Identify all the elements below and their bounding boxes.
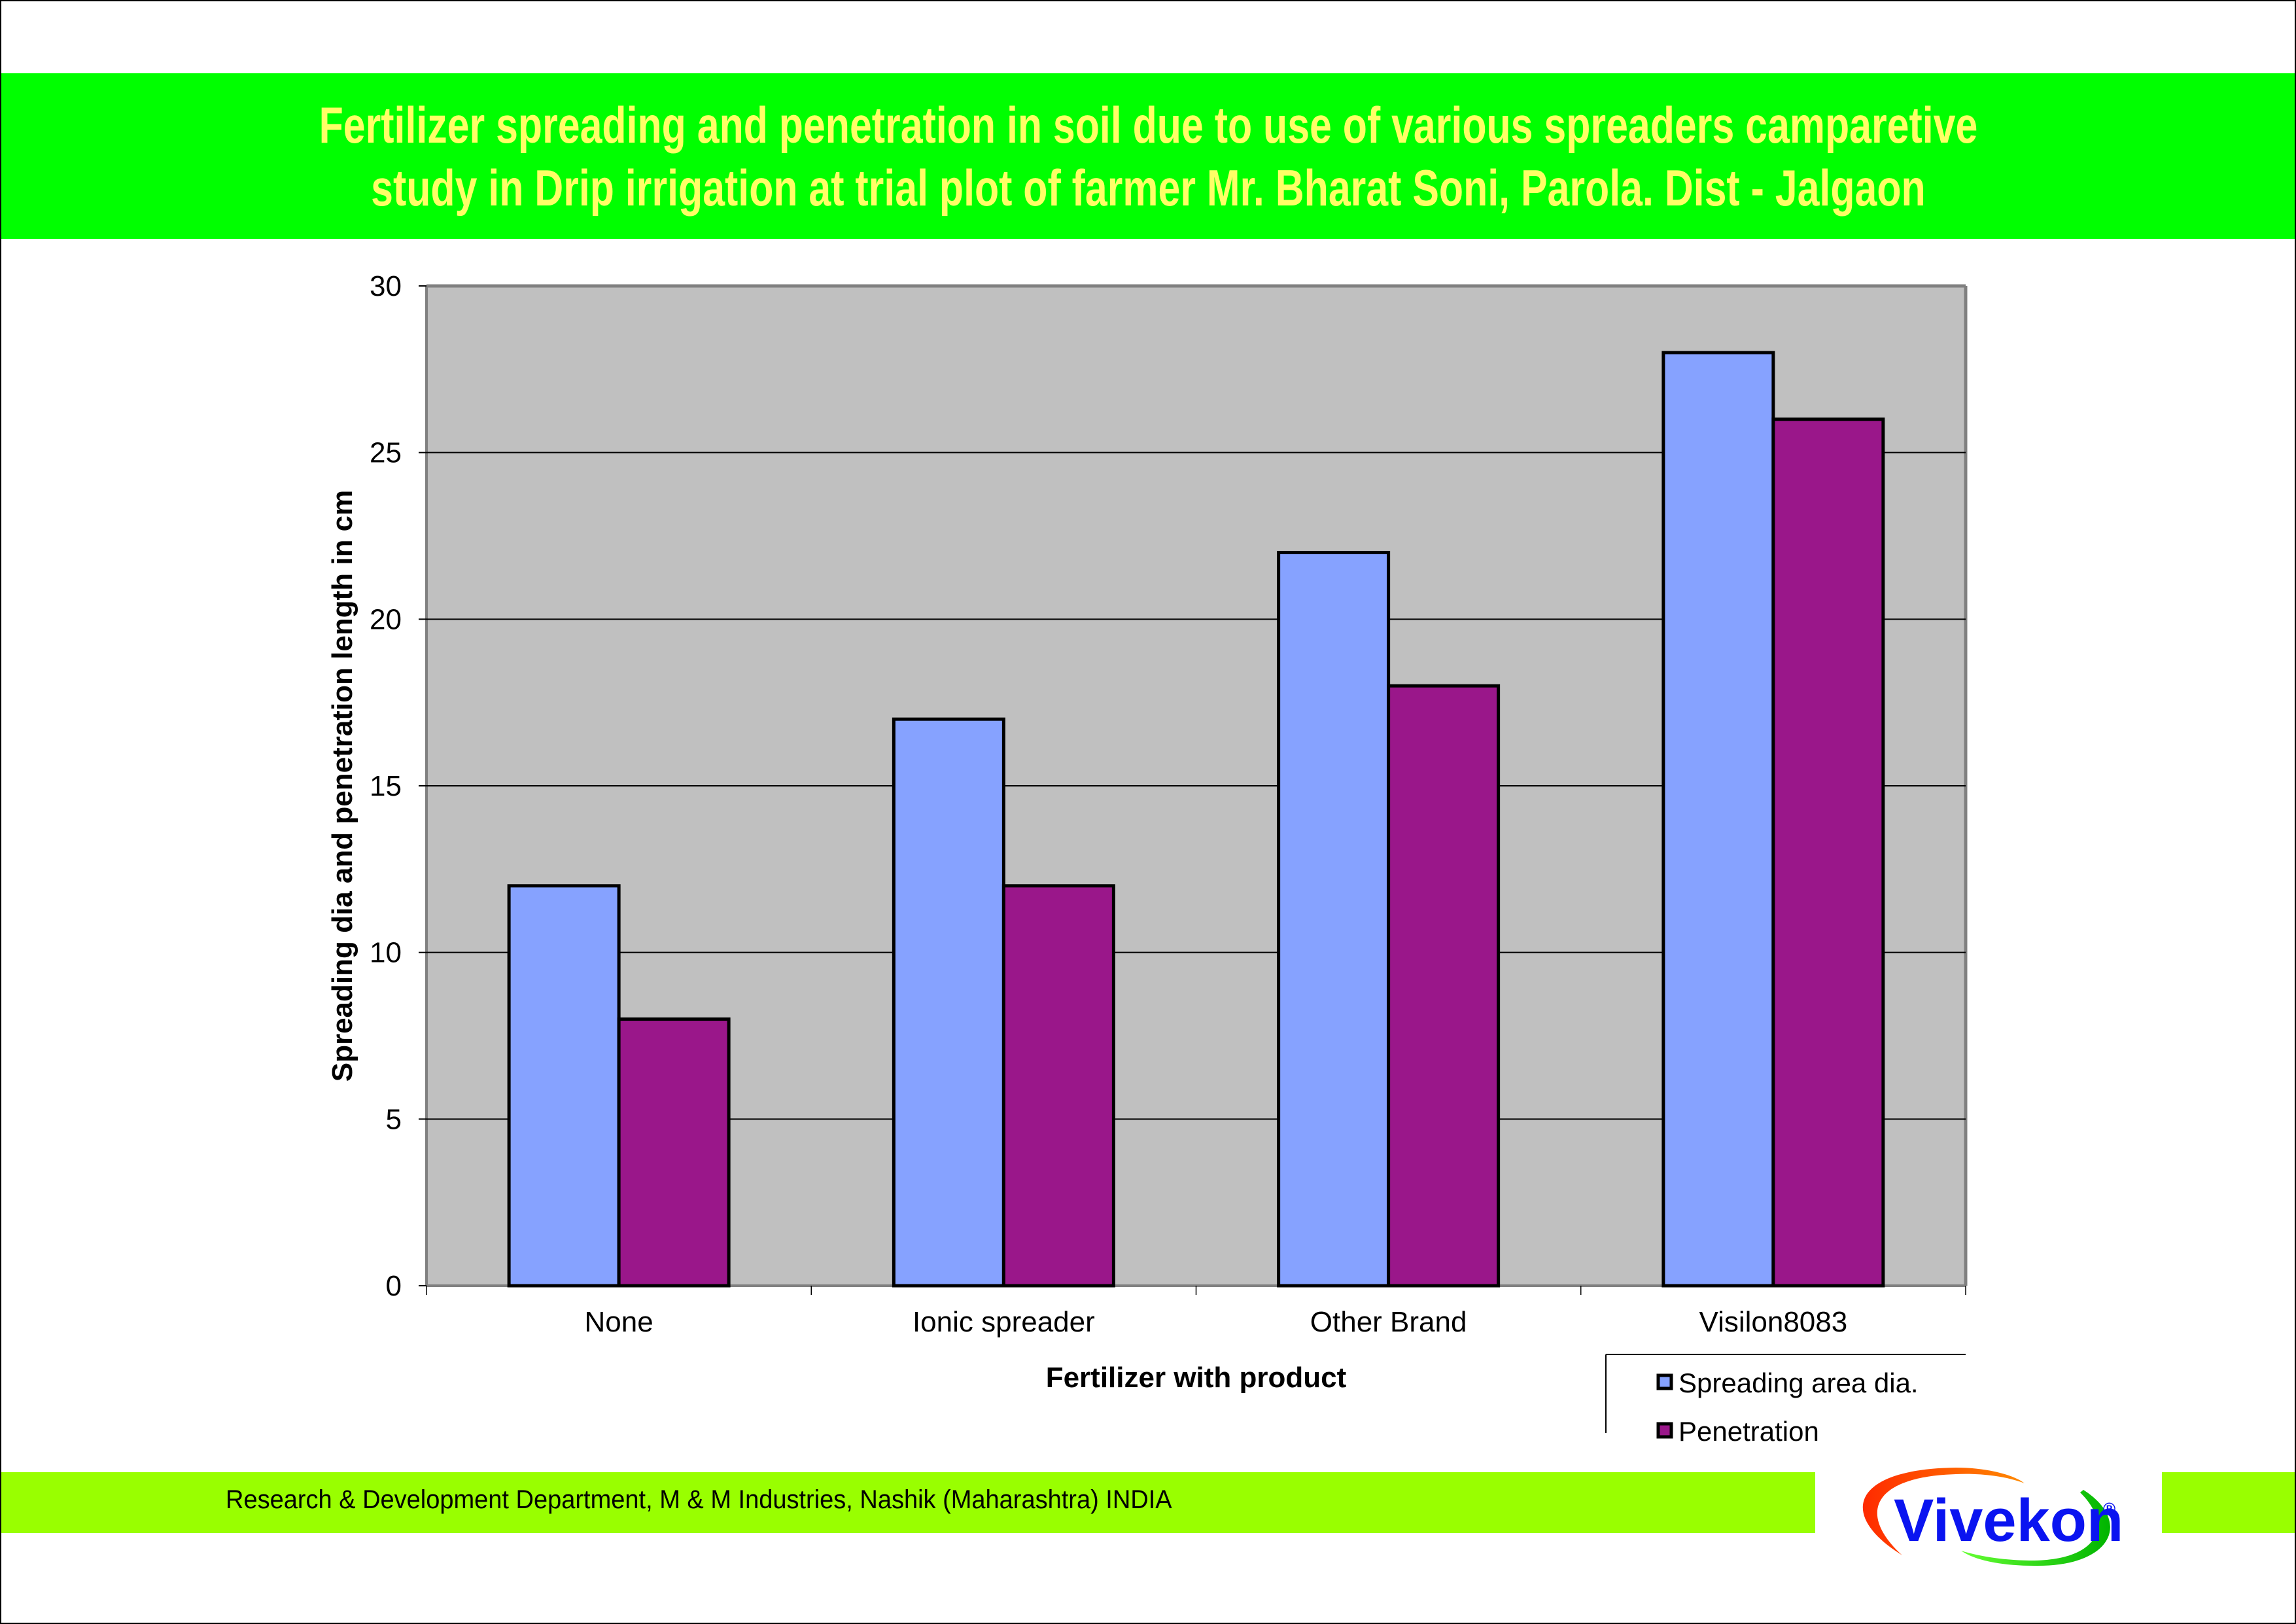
legend-swatch [1656,1373,1673,1390]
chart-title-line-2: study in Drip irrigation at trial plot o… [370,158,1926,217]
x-tick-label: Other Brand [1310,1306,1467,1338]
chart-title-line-1: Fertilizer spreading and penetration in … [319,96,1977,154]
y-tick-label: 10 [370,937,402,969]
y-tick-label: 15 [370,770,402,802]
bar-spreading-area-dia [1661,351,1775,1288]
bar-penetration [1387,684,1501,1288]
y-tick-label: 20 [370,603,402,635]
vivekon-logo: Vivekon ® [1862,1468,2123,1566]
footer-band [1,1472,1815,1533]
x-tick-label: Visilon8083 [1699,1306,1848,1338]
logo-text: Vivekon [1894,1487,2123,1554]
bar-penetration [1001,884,1115,1288]
legend-label: Spreading area dia. [1679,1368,1919,1398]
bar-penetration [617,1017,731,1288]
x-tick-label: Ionic spreader [913,1306,1095,1338]
y-tick-label: 30 [370,270,402,302]
title-band: Fertilizer spreading and penetration in … [1,73,2295,239]
y-tick-label: 0 [386,1270,402,1302]
bar-spreading-area-dia [892,717,1005,1288]
y-axis-title: Spreading dia and penetration length in … [326,490,358,1082]
x-tick-label: None [585,1306,653,1338]
legend-label: Penetration [1679,1416,1819,1447]
bar-spreading-area-dia [1277,550,1391,1288]
bar-spreading-area-dia [507,884,621,1288]
x-axis-title: Fertilizer with product [1046,1362,1347,1394]
footer-band-right [2162,1472,2295,1533]
y-tick-label: 5 [386,1103,402,1135]
bar-penetration [1771,417,1885,1288]
logo-registered-mark: ® [2103,1499,2115,1519]
legend-swatch [1656,1422,1673,1439]
footer-text: Research & Development Department, M & M… [226,1485,1172,1514]
logo-swoosh-top [1862,1468,2025,1555]
y-tick-label: 25 [370,437,402,469]
